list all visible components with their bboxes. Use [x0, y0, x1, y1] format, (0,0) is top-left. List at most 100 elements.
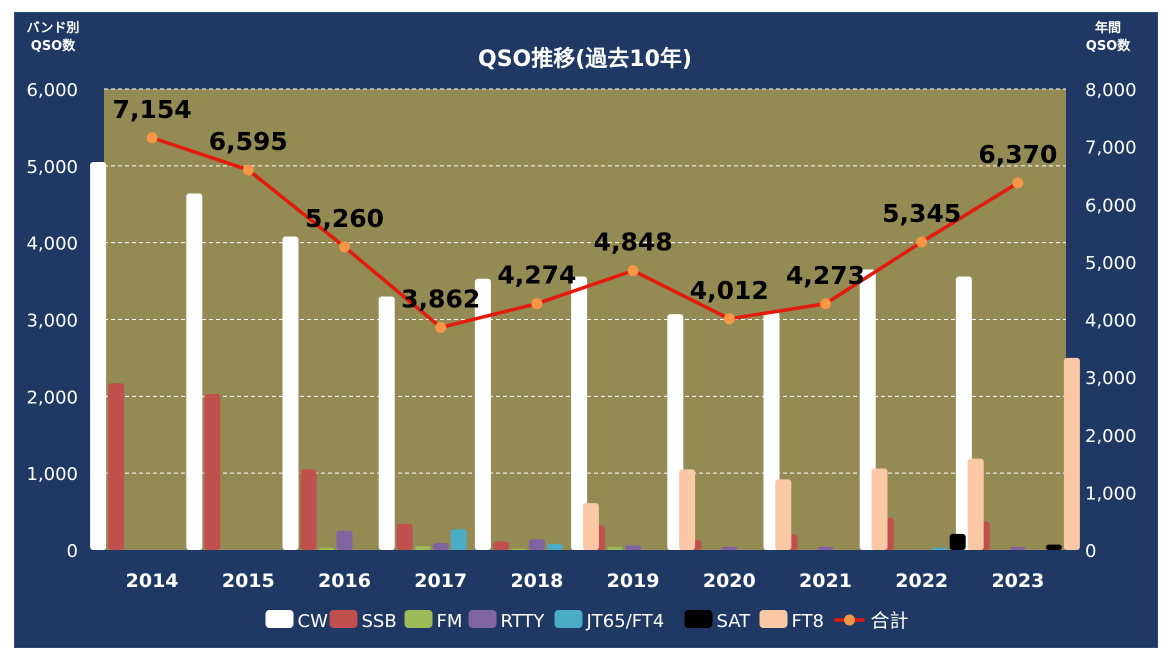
total-label-2015: 6,595	[209, 127, 288, 156]
bar-ft8-2023	[1063, 357, 1080, 550]
total-label-2014: 7,154	[113, 95, 192, 124]
left-tick-label: 5,000	[26, 157, 78, 178]
x-tick-label-2015: 2015	[222, 570, 275, 592]
legend-swatch-jt65-ft4	[554, 610, 583, 628]
total-label-2023: 6,370	[978, 140, 1057, 169]
bar-series	[90, 161, 1080, 550]
bar-jt65-ft4-2022	[931, 547, 948, 550]
legend: CW SSB FM RTTY JT65/FT4 SAT FT8 合計	[265, 610, 909, 632]
legend-label-ssb: SSB	[362, 611, 397, 632]
bar-ssb-2016	[300, 469, 317, 550]
total-point-2014	[146, 132, 158, 144]
total-point-2019	[627, 265, 639, 277]
legend-label-ft8: FT8	[792, 611, 824, 632]
x-tick-label-2018: 2018	[510, 570, 563, 592]
bar-rtty-2019	[625, 545, 642, 550]
x-tick-label-2014: 2014	[126, 570, 179, 592]
chart-title: QSO推移(過去10年)	[478, 46, 692, 72]
total-label-2022: 5,345	[882, 199, 961, 228]
bar-rtty-2020	[721, 546, 738, 550]
legend-marker-total	[844, 614, 855, 626]
x-tick-label-2023: 2023	[991, 570, 1044, 592]
total-data-labels: 7,154 6,595 5,260 3,862 4,274 4,848 4,012 4,273…	[113, 95, 1058, 314]
bar-fm-2017	[414, 546, 431, 550]
bar-ssb-2014	[108, 383, 125, 550]
right-tick-label: 5,000	[1085, 253, 1137, 274]
x-tick-label-2017: 2017	[414, 570, 467, 592]
x-tick-label-2020: 2020	[703, 570, 756, 592]
total-label-2017: 3,862	[401, 284, 480, 313]
total-line-path	[151, 136, 1019, 330]
bar-ft8-2022	[967, 458, 984, 550]
bar-jt65-ft4-2017	[450, 529, 467, 550]
total-label-2018: 4,274	[497, 261, 576, 290]
right-tick-label: 4,000	[1085, 311, 1137, 332]
legend-label-fm: FM	[437, 611, 463, 632]
bar-fm-2016	[318, 547, 335, 550]
left-tick-label: 0	[67, 541, 78, 562]
x-tick-label-2019: 2019	[607, 570, 660, 592]
total-line	[146, 132, 1024, 333]
right-axis-label-line2: QSO数	[1086, 38, 1131, 54]
bar-jt65-ft4-2018	[546, 543, 563, 550]
left-tick-label: 1,000	[26, 464, 78, 485]
right-tick-label: 8,000	[1085, 80, 1137, 101]
total-label-2021: 4,273	[786, 261, 865, 290]
right-tick-label: 1,000	[1085, 483, 1137, 504]
bar-rtty-2023	[1009, 546, 1026, 550]
legend-swatch-sat	[684, 610, 713, 628]
gridlines	[104, 88, 1066, 474]
legend-swatch-fm	[404, 610, 433, 628]
bar-ssb-2018	[492, 541, 509, 550]
right-tick-label: 0	[1085, 541, 1096, 562]
x-tick-label-2021: 2021	[799, 570, 852, 592]
bar-cw-2017	[378, 296, 395, 550]
bar-sat-2023	[1045, 544, 1062, 550]
right-tick-label: 7,000	[1085, 138, 1137, 159]
total-point-2016	[339, 241, 350, 253]
right-y-axis: 0 1,000 2,000 3,000 4,000 5,000 6,000 7,000 8,00…	[1085, 80, 1137, 562]
legend-label-sat: SAT	[717, 611, 752, 632]
bar-ssb-2015	[204, 394, 221, 550]
bar-rtty-2016	[336, 530, 353, 550]
bar-rtty-2021	[817, 546, 834, 550]
left-y-axis: 0 1,000 2,000 3,000 4,000 5,000 6,000	[26, 80, 78, 562]
bar-fm-2018	[510, 548, 527, 550]
left-tick-label: 6,000	[26, 80, 78, 101]
bar-cw-2015	[186, 193, 203, 550]
total-label-2016: 5,260	[305, 204, 384, 233]
total-point-2021	[820, 298, 831, 310]
bar-cw-2018	[474, 278, 491, 550]
total-point-2023	[1012, 177, 1024, 189]
total-point-2017	[435, 321, 447, 333]
right-tick-label: 6,000	[1085, 195, 1137, 216]
total-point-2018	[531, 298, 543, 310]
bar-ft8-2018	[582, 503, 599, 550]
bar-sat-2022	[949, 533, 966, 550]
total-point-2022	[916, 236, 928, 248]
left-tick-label: 4,000	[26, 234, 78, 255]
right-tick-label: 2,000	[1085, 426, 1137, 447]
legend-swatch-cw	[265, 610, 294, 628]
x-tick-label-2022: 2022	[895, 570, 948, 592]
legend-label-cw: CW	[298, 611, 329, 632]
legend-label-rtty: RTTY	[501, 611, 546, 632]
bar-cw-2016	[282, 236, 299, 550]
total-label-2020: 4,012	[690, 276, 769, 305]
left-tick-label: 3,000	[26, 311, 78, 332]
left-axis-label-line2: QSO数	[31, 38, 76, 54]
bar-fm-2019	[607, 546, 624, 550]
legend-swatch-ft8	[759, 610, 788, 628]
bar-cw-2019	[571, 276, 588, 550]
legend-label-total: 合計	[871, 610, 909, 632]
legend-swatch-rtty	[468, 610, 497, 628]
bar-ft8-2021	[871, 468, 888, 550]
bar-ft8-2020	[775, 479, 792, 550]
right-axis-label-line1: 年間	[1095, 20, 1121, 36]
right-tick-label: 3,000	[1085, 368, 1137, 389]
bar-ft8-2019	[679, 469, 696, 550]
legend-swatch-ssb	[329, 610, 358, 628]
left-axis-label-line1: バンド別	[27, 21, 80, 36]
bar-ssb-2017	[396, 523, 413, 550]
